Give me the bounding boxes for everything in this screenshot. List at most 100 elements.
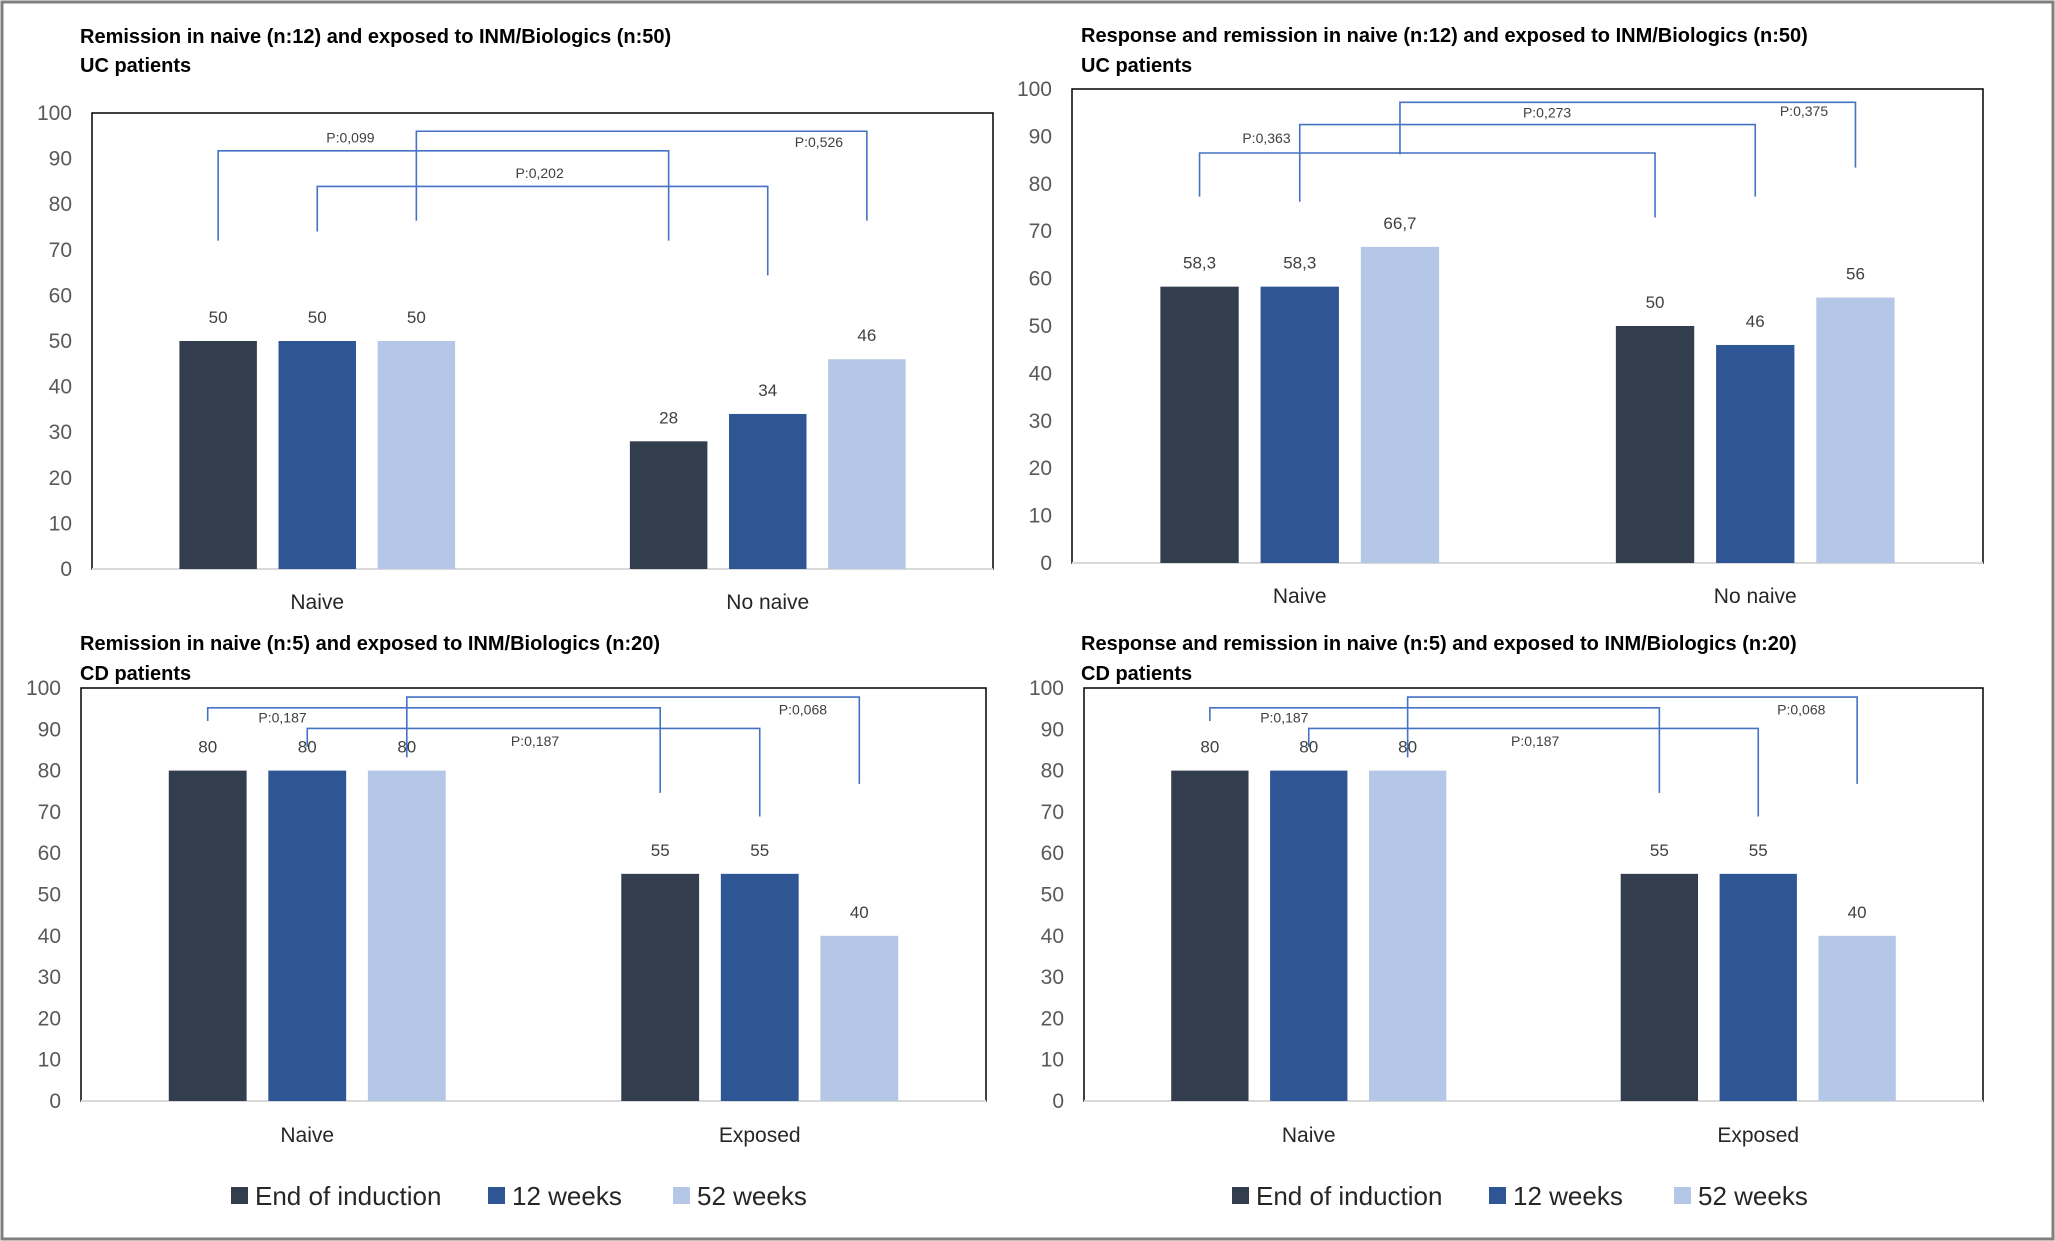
- y-tick-label: 30: [49, 421, 72, 444]
- chart-panel-1: Remission in naive (n:12) and exposed to…: [37, 26, 994, 614]
- data-label: 80: [1299, 738, 1318, 757]
- chart-title: Response and remission in naive (n:12) a…: [1081, 25, 1808, 47]
- data-label: 50: [1646, 293, 1665, 312]
- data-label: 34: [758, 381, 777, 400]
- y-tick-label: 30: [38, 966, 61, 989]
- significance-bracket: [1209, 707, 1661, 793]
- bar: [1816, 297, 1895, 563]
- legend-label: End of induction: [1256, 1181, 1442, 1211]
- bar: [621, 873, 700, 1101]
- bar: [377, 341, 456, 569]
- y-tick-label: 50: [38, 884, 61, 907]
- data-label: 55: [1749, 841, 1768, 860]
- legend-label: 12 weeks: [1513, 1181, 1623, 1211]
- p-value-label: P:0,363: [1242, 130, 1290, 146]
- y-tick-label: 70: [1029, 220, 1052, 243]
- y-tick-label: 90: [1041, 718, 1064, 741]
- y-tick-label: 100: [1017, 78, 1052, 101]
- x-category-label: Naive: [290, 591, 344, 614]
- p-value-label: P:0,375: [1780, 103, 1828, 119]
- data-label: 50: [407, 308, 426, 327]
- p-value-label: P:0,187: [1260, 710, 1308, 726]
- y-tick-label: 0: [1040, 552, 1052, 575]
- data-label: 40: [1848, 903, 1867, 922]
- legend-label: 52 weeks: [1698, 1181, 1808, 1211]
- chart-title: Response and remission in naive (n:5) an…: [1081, 633, 1797, 655]
- bar: [1270, 770, 1348, 1101]
- y-tick-label: 90: [38, 718, 61, 741]
- significance-bracket: [306, 727, 761, 817]
- x-category-label: No naive: [1714, 585, 1797, 608]
- data-label: 58,3: [1283, 254, 1316, 273]
- data-label: 80: [198, 738, 217, 757]
- bar: [268, 770, 347, 1101]
- p-value-label: P:0,099: [326, 130, 374, 146]
- y-tick-label: 100: [26, 677, 61, 700]
- significance-bracket: [1298, 123, 1757, 202]
- data-label: 58,3: [1183, 254, 1216, 273]
- y-tick-label: 30: [1029, 410, 1052, 433]
- p-value-label: P:0,187: [511, 733, 559, 749]
- bar: [1160, 286, 1239, 563]
- data-label: 80: [298, 738, 317, 757]
- y-tick-label: 0: [60, 558, 72, 581]
- y-tick-label: 20: [38, 1007, 61, 1030]
- bar: [1171, 770, 1249, 1101]
- y-tick-label: 90: [49, 148, 72, 171]
- y-tick-label: 90: [1029, 125, 1052, 148]
- y-tick-label: 0: [49, 1090, 61, 1113]
- data-label: 80: [1200, 738, 1219, 757]
- y-tick-label: 40: [49, 376, 72, 399]
- legend-swatch: [1232, 1187, 1249, 1204]
- legend-label: 12 weeks: [512, 1181, 622, 1211]
- chart-subtitle: CD patients: [1081, 663, 1192, 685]
- p-value-label: P:0,202: [515, 165, 563, 181]
- data-label: 50: [209, 308, 228, 327]
- chart-subtitle: UC patients: [80, 55, 191, 77]
- y-tick-label: 80: [38, 760, 61, 783]
- bar: [1620, 873, 1699, 1101]
- chart-subtitle: CD patients: [80, 663, 191, 685]
- x-category-label: No naive: [726, 591, 809, 614]
- y-tick-label: 20: [1029, 457, 1052, 480]
- data-label: 46: [1746, 312, 1765, 331]
- legend-swatch: [488, 1187, 505, 1204]
- bar: [828, 359, 906, 569]
- data-label: 40: [850, 903, 869, 922]
- y-tick-label: 30: [1041, 966, 1064, 989]
- legend-swatch: [1674, 1187, 1691, 1204]
- data-label: 28: [659, 408, 678, 427]
- bar: [1719, 873, 1797, 1101]
- x-category-label: Exposed: [719, 1124, 801, 1147]
- data-label: 66,7: [1383, 214, 1416, 233]
- y-tick-label: 10: [49, 512, 72, 535]
- bar: [1615, 326, 1695, 563]
- p-value-label: P:0,187: [1511, 733, 1559, 749]
- significance-bracket: [406, 696, 861, 784]
- y-tick-label: 80: [1029, 173, 1052, 196]
- y-tick-label: 50: [49, 330, 72, 353]
- y-tick-label: 60: [1041, 842, 1064, 865]
- data-label: 50: [308, 308, 327, 327]
- y-tick-label: 70: [1041, 801, 1064, 824]
- y-tick-label: 10: [38, 1049, 61, 1072]
- data-label: 55: [651, 841, 670, 860]
- bar: [1818, 935, 1896, 1101]
- bar: [820, 935, 899, 1101]
- legend-1: End of induction 12 weeks 52 weeks: [231, 1181, 807, 1211]
- y-tick-label: 10: [1029, 505, 1052, 528]
- y-tick-label: 70: [49, 239, 72, 262]
- y-tick-label: 40: [1041, 925, 1064, 948]
- chart-title: Remission in naive (n:12) and exposed to…: [80, 26, 671, 48]
- bar: [367, 770, 446, 1101]
- bar: [168, 770, 247, 1101]
- y-tick-label: 60: [1029, 268, 1052, 291]
- bar: [278, 341, 356, 569]
- legend-label: 52 weeks: [697, 1181, 807, 1211]
- bar: [1716, 344, 1795, 563]
- bar: [1260, 286, 1339, 563]
- data-label: 55: [750, 841, 769, 860]
- y-tick-label: 60: [38, 842, 61, 865]
- y-tick-label: 0: [1052, 1090, 1064, 1113]
